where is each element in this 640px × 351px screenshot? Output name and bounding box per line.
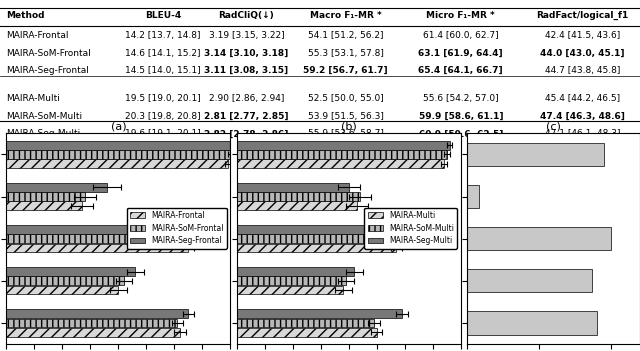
Text: Micro F₁-MR *: Micro F₁-MR * <box>426 11 495 20</box>
Bar <box>6 286 118 294</box>
Bar <box>237 267 355 276</box>
Title: (b): (b) <box>341 121 356 131</box>
Text: 3.11 [3.08, 3.15]: 3.11 [3.08, 3.15] <box>204 66 289 75</box>
Text: MAIRA-Multi: MAIRA-Multi <box>6 94 60 103</box>
Text: 47.1 [46.1, 48.3]: 47.1 [46.1, 48.3] <box>545 130 620 138</box>
Title: (a): (a) <box>111 121 126 131</box>
Bar <box>237 150 447 159</box>
Text: 19.6 [19.1, 20.1]: 19.6 [19.1, 20.1] <box>125 130 201 138</box>
Text: MAIRA-SoM-Multi: MAIRA-SoM-Multi <box>6 112 83 121</box>
Bar <box>6 234 191 243</box>
Text: 47.4 [46.3, 48.6]: 47.4 [46.3, 48.6] <box>540 112 625 121</box>
Text: 59.9 [58.6, 61.1]: 59.9 [58.6, 61.1] <box>419 112 503 121</box>
Bar <box>6 159 228 168</box>
Bar <box>6 309 188 318</box>
Text: 2.82 [2.78, 2.86]: 2.82 [2.78, 2.86] <box>204 130 289 138</box>
Text: 53.9 [51.5, 56.3]: 53.9 [51.5, 56.3] <box>308 112 383 121</box>
Text: BLEU-4: BLEU-4 <box>145 11 181 20</box>
Legend: MAIRA-Multi, MAIRA-SoM-Multi, MAIRA-Seg-Multi: MAIRA-Multi, MAIRA-SoM-Multi, MAIRA-Seg-… <box>365 208 457 249</box>
Bar <box>237 286 343 294</box>
Text: 55.3 [53.1, 57.8]: 55.3 [53.1, 57.8] <box>308 48 383 58</box>
Bar <box>6 201 82 210</box>
Text: 54.1 [51.2, 56.2]: 54.1 [51.2, 56.2] <box>308 31 383 40</box>
Text: MAIRA-SoM-Frontal: MAIRA-SoM-Frontal <box>6 48 91 58</box>
Legend: MAIRA-Frontal, MAIRA-SoM-Frontal, MAIRA-Seg-Frontal: MAIRA-Frontal, MAIRA-SoM-Frontal, MAIRA-… <box>127 208 227 249</box>
Text: Method: Method <box>6 11 45 20</box>
Bar <box>237 276 346 285</box>
Text: 59.2 [56.7, 61.7]: 59.2 [56.7, 61.7] <box>303 66 388 75</box>
Title: (c): (c) <box>546 121 561 131</box>
Text: 2.81 [2.77, 2.85]: 2.81 [2.77, 2.85] <box>204 112 289 121</box>
Bar <box>6 183 108 192</box>
Bar <box>237 141 449 150</box>
Text: RadCliQ(↓): RadCliQ(↓) <box>218 11 275 20</box>
Text: MAIRA-Seg-Frontal: MAIRA-Seg-Frontal <box>6 66 89 75</box>
Bar <box>237 234 404 243</box>
Bar <box>237 192 360 201</box>
Text: 3.19 [3.15, 3.22]: 3.19 [3.15, 3.22] <box>209 31 284 40</box>
Text: 44.0 [43.0, 45.1]: 44.0 [43.0, 45.1] <box>540 48 625 58</box>
Text: 60.9 [59.6, 62.5]: 60.9 [59.6, 62.5] <box>419 130 503 138</box>
Text: 63.1 [61.9, 64.4]: 63.1 [61.9, 64.4] <box>419 48 503 58</box>
Text: MAIRA-Frontal: MAIRA-Frontal <box>6 31 69 40</box>
Text: 55.9 [53.6, 58.7]: 55.9 [53.6, 58.7] <box>308 130 383 138</box>
Bar <box>237 201 357 210</box>
Bar <box>6 192 84 201</box>
Bar <box>237 159 444 168</box>
Bar <box>237 183 349 192</box>
Bar <box>467 185 479 208</box>
Bar <box>237 225 413 234</box>
Text: 20.3 [19.8, 20.8]: 20.3 [19.8, 20.8] <box>125 112 201 121</box>
Text: 42.4 [41.5, 43.6]: 42.4 [41.5, 43.6] <box>545 31 620 40</box>
Bar <box>6 276 124 285</box>
Text: 2.90 [2.86, 2.94]: 2.90 [2.86, 2.94] <box>209 94 284 103</box>
Text: 19.5 [19.0, 20.1]: 19.5 [19.0, 20.1] <box>125 94 201 103</box>
Text: 14.5 [14.0, 15.1]: 14.5 [14.0, 15.1] <box>125 66 201 75</box>
Bar <box>467 227 611 250</box>
Text: RadFact/logical_f1: RadFact/logical_f1 <box>536 11 628 20</box>
Text: Macro F₁-MR *: Macro F₁-MR * <box>310 11 381 20</box>
Bar <box>6 225 194 234</box>
Bar <box>467 143 604 166</box>
Bar <box>237 318 374 327</box>
Bar <box>467 311 596 335</box>
Text: 45.4 [44.2, 46.5]: 45.4 [44.2, 46.5] <box>545 94 620 103</box>
Bar <box>237 328 377 337</box>
Text: 55.6 [54.2, 57.0]: 55.6 [54.2, 57.0] <box>423 94 499 103</box>
Text: 14.2 [13.7, 14.8]: 14.2 [13.7, 14.8] <box>125 31 201 40</box>
Bar <box>6 318 177 327</box>
Bar <box>6 267 135 276</box>
Text: 52.5 [50.0, 55.0]: 52.5 [50.0, 55.0] <box>308 94 383 103</box>
Bar <box>6 328 180 337</box>
Bar <box>467 269 593 292</box>
Bar <box>6 141 233 150</box>
Bar <box>6 150 230 159</box>
Bar <box>237 244 396 252</box>
Text: 3.14 [3.10, 3.18]: 3.14 [3.10, 3.18] <box>204 48 289 58</box>
Text: 14.6 [14.1, 15.2]: 14.6 [14.1, 15.2] <box>125 48 201 58</box>
Text: MAIRA-Seg-Multi: MAIRA-Seg-Multi <box>6 130 81 138</box>
Text: 44.7 [43.8, 45.8]: 44.7 [43.8, 45.8] <box>545 66 620 75</box>
Bar <box>6 244 188 252</box>
Text: 65.4 [64.1, 66.7]: 65.4 [64.1, 66.7] <box>419 66 503 75</box>
Bar <box>237 309 402 318</box>
Text: 61.4 [60.0, 62.7]: 61.4 [60.0, 62.7] <box>423 31 499 40</box>
